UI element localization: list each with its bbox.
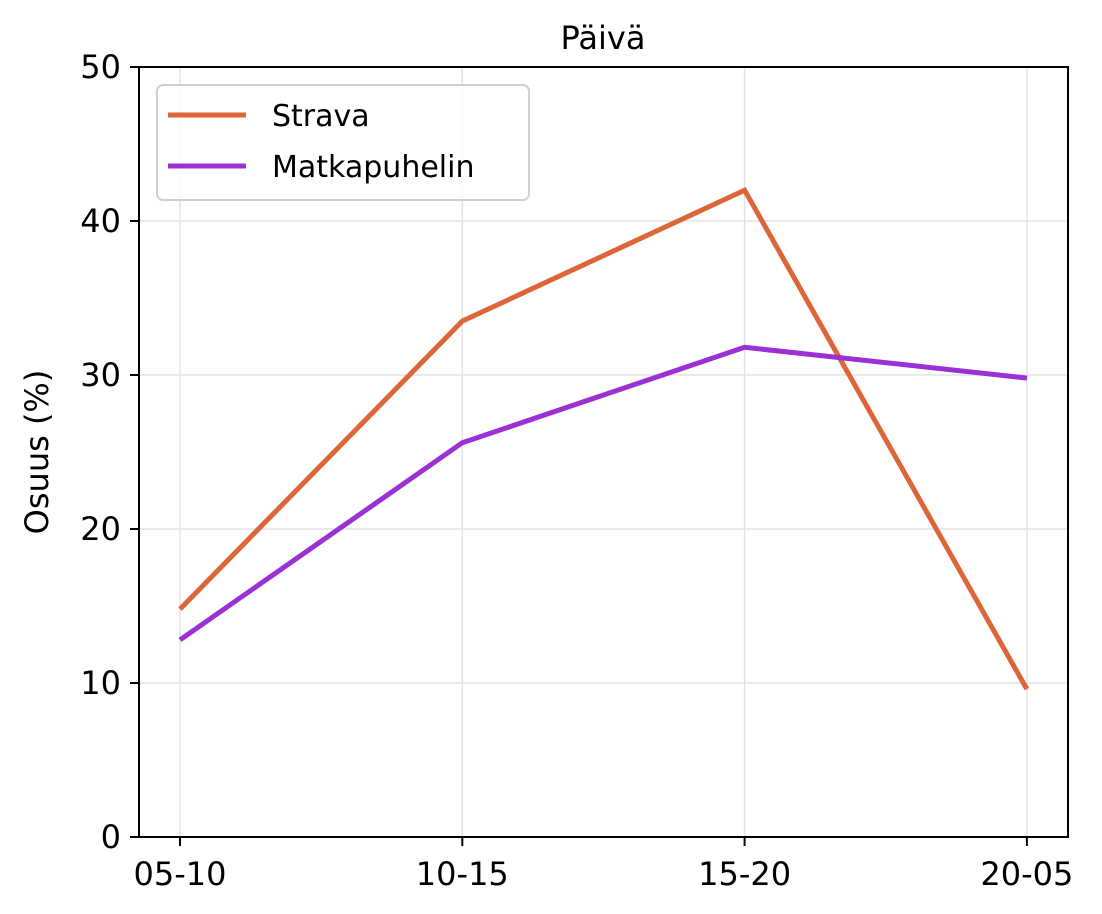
series-line-matkapuhelin bbox=[178, 344, 1028, 642]
plot-frame bbox=[138, 66, 1069, 838]
chart-title: Päivä bbox=[561, 19, 646, 57]
y-tick-label: 0 bbox=[101, 818, 121, 856]
x-tick-label: 20-05 bbox=[980, 855, 1073, 893]
x-tick-label: 15-20 bbox=[698, 855, 791, 893]
x-tick-label: 05-10 bbox=[134, 855, 227, 893]
series-line-strava bbox=[178, 186, 1030, 691]
y-tick-label: 40 bbox=[80, 202, 121, 240]
legend-label-strava: Strava bbox=[272, 99, 370, 134]
series-lines bbox=[178, 186, 1030, 691]
y-tick-label: 10 bbox=[80, 664, 121, 702]
legend-box bbox=[156, 84, 530, 201]
y-tick-label: 50 bbox=[80, 48, 121, 86]
legend: Strava Matkapuhelin bbox=[156, 84, 530, 201]
y-tick-label: 30 bbox=[80, 356, 121, 394]
axis-ticks: 0 10 20 30 40 50 05-10 10-15 15-20 20-05 bbox=[80, 48, 1073, 893]
x-tick-label: 10-15 bbox=[416, 855, 509, 893]
legend-label-matkapuhelin: Matkapuhelin bbox=[272, 150, 474, 185]
y-axis-title: Osuus (%) bbox=[18, 370, 56, 535]
y-tick-label: 20 bbox=[80, 510, 121, 548]
